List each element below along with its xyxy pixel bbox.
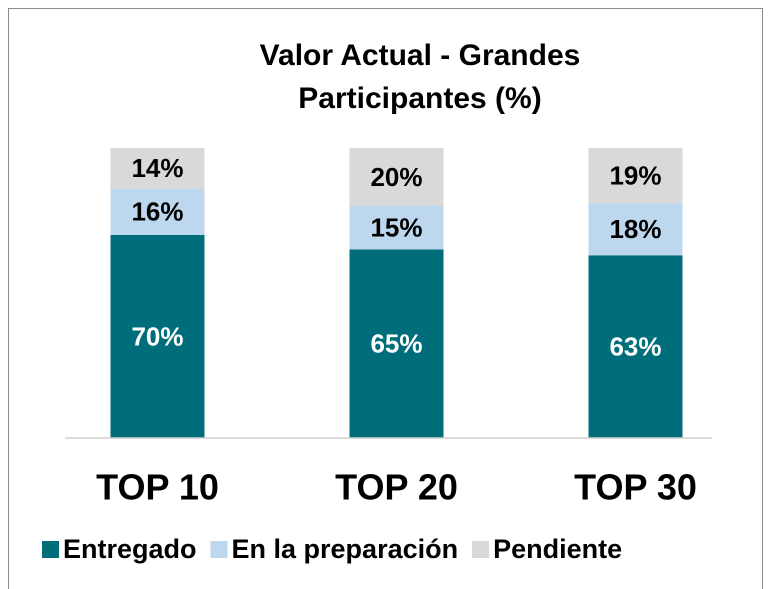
bar-segment <box>588 148 683 204</box>
legend-swatch <box>210 541 228 558</box>
x-tick-label: TOP 10 <box>96 467 219 508</box>
bar-segment <box>588 203 683 256</box>
data-label: 65% <box>370 329 422 359</box>
legend-swatch <box>472 541 490 558</box>
data-label: 16% <box>131 197 183 227</box>
data-label: 63% <box>609 332 661 362</box>
bar-segment <box>110 148 205 189</box>
legend-label: Entregado <box>63 534 197 564</box>
data-label: 14% <box>131 153 183 183</box>
bar-segment <box>110 188 205 235</box>
bar-segment <box>349 148 444 206</box>
data-label: 20% <box>370 162 422 192</box>
bar-segment <box>349 206 444 250</box>
data-label: 15% <box>370 213 422 243</box>
legend-swatch <box>42 541 59 558</box>
chart-title: Valor Actual - Grandes Participantes (%) <box>259 39 581 115</box>
chart-border <box>8 8 763 589</box>
bar-segment <box>588 255 683 438</box>
bar-segment <box>349 249 444 438</box>
x-tick-label: TOP 30 <box>574 467 697 508</box>
legend-label: En la preparación <box>232 534 459 564</box>
data-label: 19% <box>609 160 661 190</box>
data-label: 18% <box>609 214 661 244</box>
legend-label: Pendiente <box>493 534 622 564</box>
x-tick-label: TOP 20 <box>335 467 458 508</box>
bar-segment <box>110 235 205 438</box>
data-label: 70% <box>131 321 183 351</box>
